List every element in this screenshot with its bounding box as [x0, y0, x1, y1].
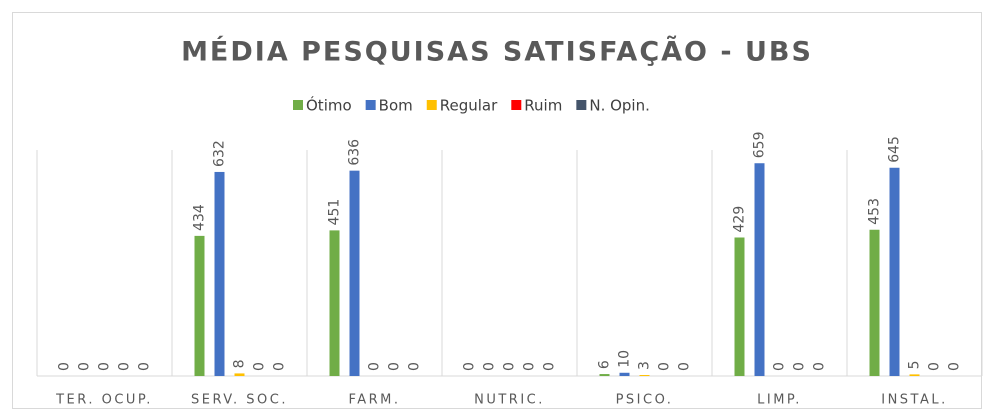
bar: [214, 171, 225, 376]
chart-title: MÉDIA PESQUISAS SATISFAÇÃO - UBS: [181, 36, 813, 68]
data-label: 0: [947, 362, 963, 371]
data-label: 0: [252, 362, 268, 371]
bar: [734, 237, 745, 376]
data-label: 645: [887, 136, 903, 163]
data-label: 0: [502, 362, 518, 371]
data-label: 636: [347, 139, 363, 166]
data-label: 0: [657, 362, 673, 371]
legend-swatch: [293, 100, 303, 110]
legend-label: Ótimo: [306, 96, 352, 115]
data-label: 0: [792, 362, 808, 371]
bar: [889, 167, 900, 376]
bar: [349, 170, 360, 376]
data-label: 434: [192, 204, 208, 231]
x-tick-label: SERV. SOC.: [191, 393, 288, 408]
data-label: 0: [772, 362, 788, 371]
data-label: 0: [367, 362, 383, 371]
bar: [619, 372, 630, 376]
data-label: 0: [542, 362, 558, 371]
data-label: 451: [327, 199, 343, 226]
data-label: 10: [617, 350, 633, 368]
data-label: 0: [677, 362, 693, 371]
data-label: 0: [57, 362, 73, 371]
bar: [909, 374, 920, 376]
chart-frame: [12, 12, 982, 409]
legend-label: Regular: [440, 97, 498, 115]
data-label: 0: [387, 362, 403, 371]
bar: [329, 230, 340, 376]
data-label: 632: [212, 140, 228, 167]
data-label: 0: [77, 362, 93, 371]
legend-swatch: [426, 100, 437, 110]
data-label: 659: [752, 132, 768, 159]
legend-swatch: [365, 100, 376, 110]
data-label: 0: [97, 362, 113, 371]
data-label: 0: [522, 362, 538, 371]
bar: [639, 375, 650, 376]
data-label: 429: [732, 206, 748, 233]
legend-swatch: [576, 100, 587, 110]
x-tick-label: PSICO.: [616, 393, 674, 408]
legend-label: N. Opin.: [589, 97, 650, 115]
data-label: 0: [812, 362, 828, 371]
bar: [754, 163, 765, 376]
x-tick-label: TER. OCUP.: [55, 393, 153, 408]
x-tick-label: INSTAL.: [881, 393, 948, 408]
data-label: 8: [232, 359, 248, 368]
x-tick-label: FARM.: [348, 393, 400, 408]
legend-label: Ruim: [524, 97, 562, 115]
data-label: 0: [272, 362, 288, 371]
x-tick-label: LIMP.: [757, 393, 802, 408]
bar: [599, 374, 610, 376]
data-label: 3: [637, 361, 653, 370]
data-label: 5: [907, 360, 923, 369]
data-label: 0: [117, 362, 133, 371]
legend-swatch: [511, 100, 522, 110]
data-label: 0: [482, 362, 498, 371]
x-tick-label: NUTRIC.: [474, 393, 545, 408]
bar: [194, 235, 205, 376]
data-label: 0: [137, 362, 153, 371]
bar: [234, 373, 245, 376]
legend-label: Bom: [379, 97, 413, 115]
bar: [869, 229, 880, 376]
data-label: 453: [867, 198, 883, 225]
data-label: 6: [597, 360, 613, 369]
data-label: 0: [927, 362, 943, 371]
data-label: 0: [462, 362, 478, 371]
data-label: 0: [407, 362, 423, 371]
